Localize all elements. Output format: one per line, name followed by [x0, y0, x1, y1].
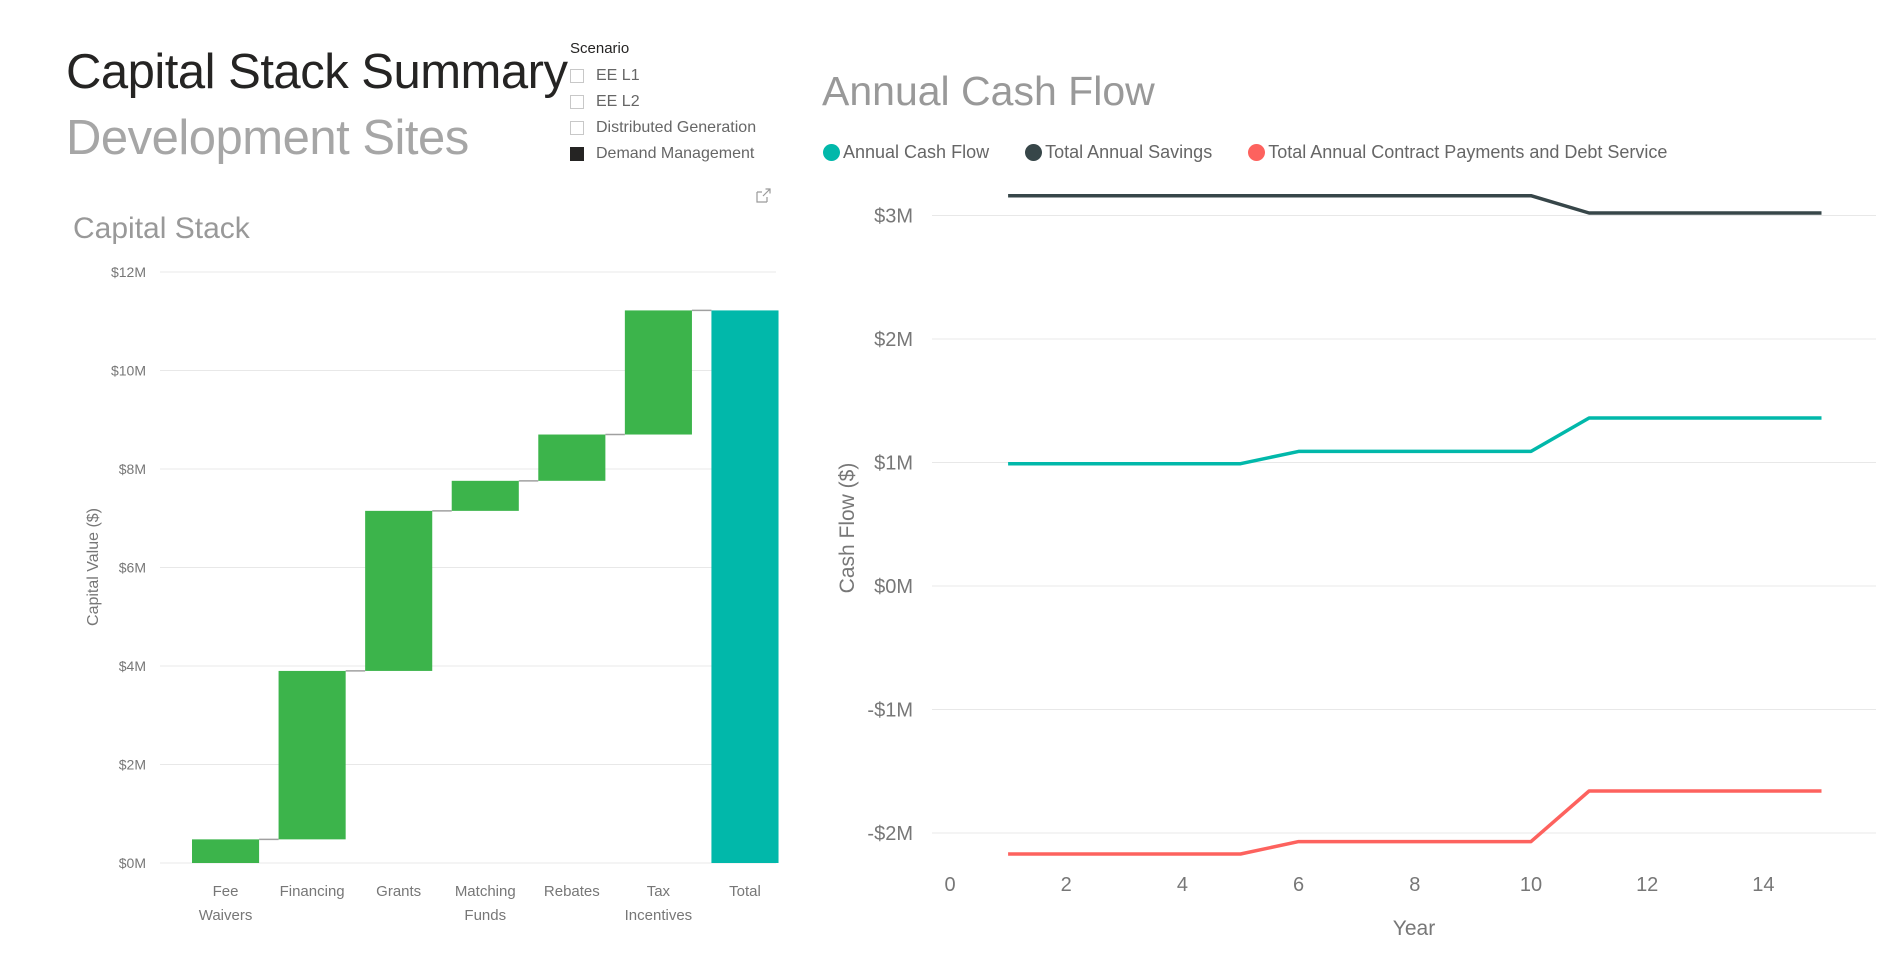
y-tick-label: $3M	[874, 206, 913, 228]
checkbox-checked-icon[interactable]	[570, 147, 584, 161]
bar-fee-waivers	[192, 839, 260, 863]
bar-financing	[278, 670, 346, 840]
x-axis-label: Year	[1393, 917, 1435, 940]
y-tick-label: $6M	[119, 560, 146, 576]
bar-total	[711, 310, 779, 863]
x-tick-label: Financing	[280, 883, 345, 900]
x-tick-label: Matching	[455, 883, 516, 900]
x-tick-label: 4	[1177, 874, 1188, 896]
x-tick-label: Waivers	[199, 907, 253, 924]
slicer-item-label: Demand Management	[596, 145, 755, 162]
y-axis-label: Capital Value ($)	[85, 508, 102, 626]
y-tick-label: -$2M	[867, 823, 913, 845]
y-tick-label: $2M	[874, 329, 913, 351]
series-line-total-annual-savings	[1008, 193, 1822, 215]
x-tick-label: 0	[944, 874, 955, 896]
bar-tax-incentives	[624, 310, 692, 435]
x-tick-label: Total	[729, 883, 761, 900]
x-tick-label: Funds	[464, 907, 506, 924]
legend-dot-icon	[823, 144, 840, 161]
bar-matching-funds	[451, 480, 519, 511]
slicer-item-ee-l2[interactable]: EE L2	[570, 89, 756, 115]
page-title: Capital Stack Summary	[66, 45, 568, 99]
legend-dot-icon	[1248, 144, 1266, 161]
y-tick-label: $1M	[874, 453, 913, 475]
slicer-item-ee-l1[interactable]: EE L1	[570, 63, 756, 89]
slicer-item-label: EE L1	[596, 67, 640, 84]
x-tick-label: 2	[1061, 874, 1072, 896]
slicer-title: Scenario	[570, 40, 630, 57]
slicer-item-label: EE L2	[596, 93, 640, 110]
y-tick-label: $2M	[119, 757, 146, 773]
series-line-total-annual-contract-payments-and-debt-service	[1008, 789, 1822, 856]
checkbox-icon[interactable]	[570, 69, 584, 83]
checkbox-icon[interactable]	[570, 121, 584, 135]
capital-stack-chart: $0M $2M $4M $6M $8M $10M $12M Fee Waivers Financ…	[85, 264, 779, 924]
y-axis-label: Cash Flow ($)	[836, 463, 859, 594]
chart-legend: Annual Cash Flow Total Annual Savings To…	[823, 142, 1703, 163]
checkbox-icon[interactable]	[570, 95, 584, 109]
series-line-annual-cash-flow	[1008, 416, 1822, 466]
legend-dot-icon	[1025, 144, 1043, 161]
x-tick-label: 10	[1520, 874, 1542, 896]
bar-rebates	[538, 434, 606, 481]
bar-grants	[365, 510, 433, 671]
legend-item-total-contract-payments[interactable]: Total Annual Contract Payments and Debt …	[1248, 142, 1667, 163]
focus-mode-icon[interactable]	[756, 187, 772, 203]
legend-label: Annual Cash Flow	[843, 142, 990, 162]
y-tick-label: $8M	[119, 461, 146, 477]
slicer-item-label: Distributed Generation	[596, 119, 757, 136]
page-subtitle: Development Sites	[66, 111, 469, 165]
x-tick-label: Grants	[376, 883, 421, 900]
legend-label: Total Annual Savings	[1045, 142, 1213, 162]
legend-item-total-annual-savings[interactable]: Total Annual Savings	[1025, 142, 1212, 163]
scenario-slicer: Scenario EE L1 EE L2 Distributed Generat…	[570, 40, 756, 167]
slicer-item-demand-management[interactable]: Demand Management	[570, 141, 756, 167]
y-tick-label: $0M	[119, 855, 146, 871]
x-tick-label: 14	[1752, 874, 1774, 896]
capital-stack-title: Capital Stack	[73, 212, 250, 245]
legend-item-annual-cash-flow[interactable]: Annual Cash Flow	[823, 142, 989, 163]
legend-label: Total Annual Contract Payments and Debt …	[1268, 142, 1668, 162]
x-tick-label: Fee	[213, 883, 239, 900]
x-tick-label: 12	[1636, 874, 1658, 896]
y-tick-label: $4M	[119, 658, 146, 674]
y-tick-label: $10M	[111, 363, 146, 379]
x-tick-label: 6	[1293, 874, 1304, 896]
annual-cash-flow-title: Annual Cash Flow	[822, 68, 1155, 114]
x-tick-label: Incentives	[625, 907, 693, 924]
x-tick-label: Tax	[647, 883, 671, 900]
y-tick-label: -$1M	[867, 700, 913, 722]
x-tick-label: Rebates	[544, 883, 600, 900]
y-tick-label: $12M	[111, 264, 146, 280]
x-tick-label: 8	[1409, 874, 1420, 896]
slicer-item-distributed-generation[interactable]: Distributed Generation	[570, 115, 756, 141]
y-tick-label: $0M	[874, 576, 913, 598]
